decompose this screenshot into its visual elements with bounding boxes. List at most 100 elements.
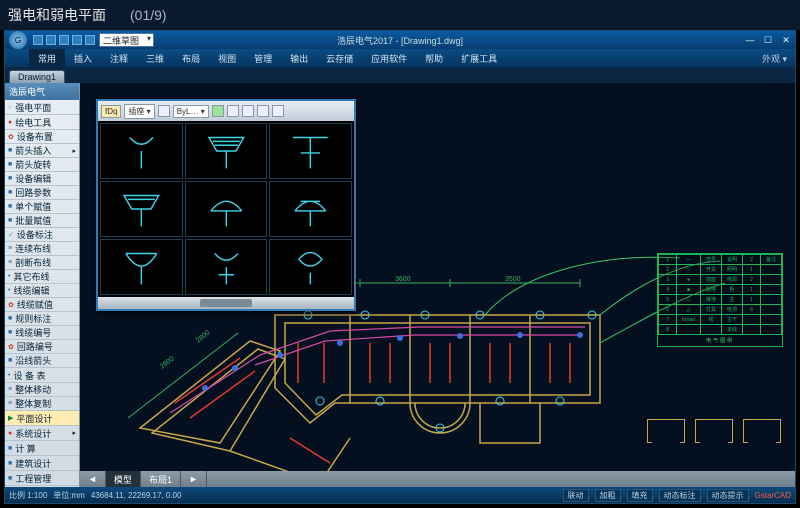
- ribbon-tab-layout[interactable]: 布局: [173, 49, 209, 67]
- palette-cell-5[interactable]: [269, 181, 352, 237]
- sidebar-item-6[interactable]: ■回路参数: [5, 186, 79, 200]
- sidebar-item-7[interactable]: ■单个赋值: [5, 200, 79, 214]
- qat-new-icon[interactable]: [33, 35, 43, 45]
- tab-layout1[interactable]: 布局1: [141, 471, 181, 487]
- sidebar-item-26[interactable]: ■工程管理: [5, 471, 79, 486]
- ribbon-tab-common[interactable]: 常用: [29, 49, 65, 67]
- ribbon-tab-apps[interactable]: 应用软件: [362, 49, 416, 67]
- svg-text:3600: 3600: [395, 276, 411, 283]
- sidebar-item-24[interactable]: ■计 算: [5, 441, 79, 456]
- palette-tool-d-icon[interactable]: [257, 105, 269, 117]
- palette-category-combo[interactable]: 插座 ▾: [124, 104, 154, 119]
- palette-scrollbar[interactable]: [98, 297, 354, 309]
- ribbon-tab-help[interactable]: 帮助: [416, 49, 452, 67]
- sidebar-item-icon: •: [8, 287, 10, 294]
- symbol-palette[interactable]: fDq 插座 ▾ ByL… ▾: [96, 99, 356, 311]
- palette-tool-b-icon[interactable]: [227, 105, 239, 117]
- ribbon-tab-3d[interactable]: 三维: [137, 49, 173, 67]
- legend-row: 7broad线主干: [659, 315, 782, 325]
- palette-cell-2[interactable]: [269, 123, 352, 179]
- tab-nav-next-icon[interactable]: ►: [181, 471, 207, 487]
- model-layout-tabs: ◄ 模型 布局1 ►: [80, 471, 795, 487]
- tab-model[interactable]: 模型: [106, 471, 141, 487]
- sidebar-item-9[interactable]: ✓设备标注: [5, 228, 79, 242]
- sidebar-item-16[interactable]: ■线缆编号: [5, 326, 79, 340]
- legend-cell: 主干: [721, 315, 742, 325]
- minimize-button[interactable]: —: [741, 33, 759, 47]
- legend-table: 1—符号说明2备注2○开关照明13●插座电源24■配电柜15◇接地主16△灯具吸…: [657, 253, 783, 347]
- legend-cell: 1: [742, 285, 760, 295]
- legend-cell: 照明: [721, 265, 742, 275]
- sidebar-item-11[interactable]: ≡剖断布线: [5, 256, 79, 270]
- sidebar-item-label: 线缆编号: [15, 326, 51, 339]
- qat-undo-icon[interactable]: [72, 35, 82, 45]
- legend-cell: 6: [742, 305, 760, 315]
- sidebar-item-22[interactable]: ▶平面设计: [5, 411, 79, 426]
- palette-cell-3[interactable]: [100, 181, 183, 237]
- ribbon-appearance-menu[interactable]: 外观 ▾: [762, 52, 795, 65]
- qat-redo-icon[interactable]: [85, 35, 95, 45]
- legend-cell: 配电: [700, 285, 721, 295]
- sidebar-item-19[interactable]: •设 备 表: [5, 368, 79, 383]
- sidebar-item-label: 设备布置: [17, 130, 53, 143]
- sidebar-item-2[interactable]: ✿设备布置: [5, 130, 79, 144]
- palette-tool-a-icon[interactable]: [212, 105, 224, 117]
- maximize-button[interactable]: ☐: [759, 33, 777, 47]
- palette-cell-7[interactable]: [185, 239, 268, 295]
- ribbon-tab-view[interactable]: 视图: [209, 49, 245, 67]
- sidebar-item-14[interactable]: ✿线缆赋值: [5, 298, 79, 312]
- ribbon-tab-annotate[interactable]: 注释: [101, 49, 137, 67]
- sidebar-item-23[interactable]: ●系统设计▸: [5, 426, 79, 441]
- mode-dyn-dim[interactable]: 动态标注: [659, 489, 701, 502]
- palette-cell-1[interactable]: [185, 123, 268, 179]
- sidebar-item-8[interactable]: ■批量赋值: [5, 214, 79, 228]
- close-button[interactable]: ✕: [777, 33, 795, 47]
- app-logo-icon[interactable]: G: [9, 31, 27, 49]
- ribbon-tab-cloud[interactable]: 云存储: [317, 49, 362, 67]
- aux-room-1: [647, 419, 685, 443]
- workspace-combo[interactable]: 二维草图: [99, 33, 154, 47]
- sidebar-item-4[interactable]: ■箭头旋转: [5, 158, 79, 172]
- palette-tool-e-icon[interactable]: [272, 105, 284, 117]
- sidebar-item-13[interactable]: •线缆编辑: [5, 284, 79, 298]
- document-tab-1[interactable]: Drawing1: [9, 70, 65, 83]
- mode-dyn-tip[interactable]: 动态提示: [707, 489, 749, 502]
- ribbon-tab-ext[interactable]: 扩展工具: [452, 49, 506, 67]
- sidebar-item-20[interactable]: ≡整体移动: [5, 383, 79, 397]
- palette-tool-c-icon[interactable]: [242, 105, 254, 117]
- sidebar-item-0[interactable]: ○强电平面: [5, 100, 79, 115]
- sidebar-item-5[interactable]: ■设备编辑: [5, 172, 79, 186]
- sidebar-item-21[interactable]: ≡整体复制: [5, 397, 79, 411]
- sidebar-item-25[interactable]: ■建筑设计: [5, 456, 79, 471]
- ribbon-tab-insert[interactable]: 插入: [65, 49, 101, 67]
- mode-link[interactable]: 联动: [563, 489, 589, 502]
- sidebar-item-18[interactable]: ■沿线箭头: [5, 354, 79, 368]
- palette-cell-8[interactable]: [269, 239, 352, 295]
- sidebar-item-3[interactable]: ■箭头插入▸: [5, 144, 79, 158]
- sidebar-item-17[interactable]: ✿回路编号: [5, 340, 79, 354]
- drawing-canvas[interactable]: 3900 3600 3500: [80, 83, 795, 471]
- tab-nav-prev-icon[interactable]: ◄: [80, 471, 106, 487]
- chevron-right-icon: ▸: [72, 147, 76, 155]
- quick-access-toolbar: [33, 35, 95, 45]
- sidebar-item-label: 强电平面: [15, 101, 51, 114]
- sidebar-item-10[interactable]: ≡连续布线: [5, 242, 79, 256]
- banner-counter: (01/9): [130, 7, 167, 23]
- mode-bold[interactable]: 加粗: [595, 489, 621, 502]
- qat-open-icon[interactable]: [46, 35, 56, 45]
- legend-cell: 2: [659, 265, 677, 275]
- qat-save-icon[interactable]: [59, 35, 69, 45]
- mode-fill[interactable]: 填充: [627, 489, 653, 502]
- sidebar-item-12[interactable]: •其它布线: [5, 270, 79, 284]
- ribbon-tab-manage[interactable]: 管理: [245, 49, 281, 67]
- palette-layer-combo[interactable]: ByL… ▾: [173, 105, 209, 118]
- palette-layer-icon[interactable]: [158, 105, 170, 117]
- sidebar-item-15[interactable]: ■规则标注: [5, 312, 79, 326]
- sidebar-item-label: 建筑设计: [15, 457, 51, 470]
- sidebar-item-1[interactable]: ●绘电工具: [5, 115, 79, 130]
- palette-cell-0[interactable]: [100, 123, 183, 179]
- ribbon-tab-output[interactable]: 输出: [281, 49, 317, 67]
- palette-cell-4[interactable]: [185, 181, 268, 237]
- banner-title: 强电和弱电平面: [8, 5, 106, 25]
- palette-cell-6[interactable]: [100, 239, 183, 295]
